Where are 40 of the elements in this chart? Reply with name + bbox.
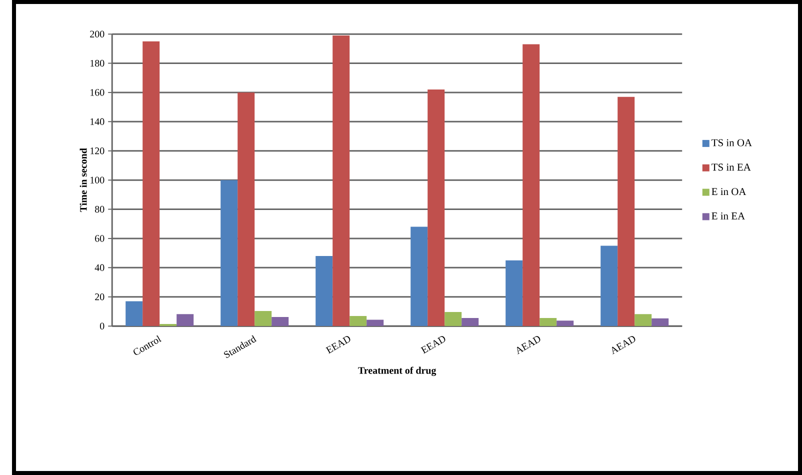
y-tick-label: 0	[100, 322, 104, 330]
bar	[600, 246, 618, 326]
bar	[316, 256, 333, 326]
bar	[410, 226, 428, 326]
bar	[522, 44, 540, 326]
bar	[506, 260, 523, 326]
bar	[634, 314, 652, 326]
legend-label: E in OA	[712, 188, 746, 196]
bar	[444, 312, 462, 326]
legend-label: TS in EA	[712, 164, 751, 171]
bar	[220, 180, 238, 326]
bar	[462, 318, 479, 326]
bar	[332, 36, 350, 326]
y-tick-label: 200	[90, 30, 104, 38]
y-tick-label: 120	[90, 148, 104, 154]
bar	[238, 92, 255, 326]
legend-label: TS in OA	[712, 139, 752, 146]
bar	[254, 311, 272, 326]
bar	[540, 318, 557, 326]
bar	[350, 316, 367, 326]
y-tick-label: 20	[95, 294, 104, 300]
y-tick-label: 180	[90, 60, 104, 67]
bar	[652, 318, 669, 326]
bar	[272, 317, 289, 326]
y-tick-label: 140	[90, 118, 104, 126]
bar	[366, 320, 384, 326]
x-axis-title: Treatment of drug	[358, 366, 436, 376]
y-tick-label: 160	[90, 89, 104, 96]
legend-label: E in EA	[712, 212, 746, 220]
y-tick-label: 60	[95, 235, 104, 242]
y-tick-label: 80	[95, 206, 104, 213]
bar	[142, 41, 160, 326]
y-axis-title: Time in second	[80, 148, 87, 212]
bar	[618, 96, 635, 326]
bar	[126, 301, 143, 326]
bar	[176, 314, 194, 326]
y-tick-label: 40	[94, 264, 104, 272]
bar	[556, 320, 574, 326]
bar	[428, 90, 445, 326]
y-tick-label: 100	[90, 176, 104, 184]
